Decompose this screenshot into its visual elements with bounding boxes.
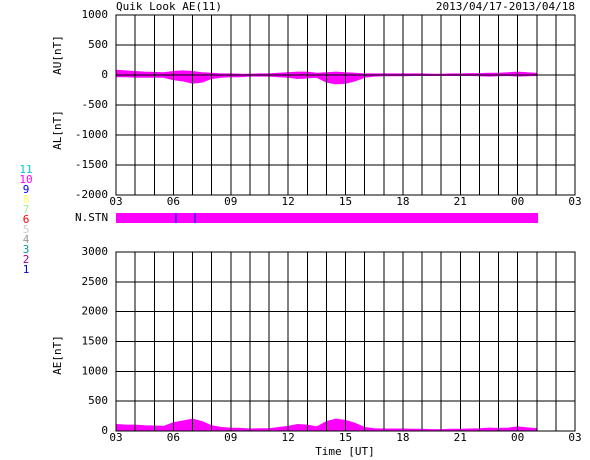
legend-entry: 6 xyxy=(23,213,30,226)
y-tick-label: 1000 xyxy=(82,364,109,377)
x-tick-label: 00 xyxy=(511,431,524,444)
y-tick-label: -1000 xyxy=(75,128,108,141)
y-tick-label: 1500 xyxy=(82,335,109,348)
y-tick-label: 500 xyxy=(88,394,108,407)
y-tick-label: -1500 xyxy=(75,158,108,171)
x-tick-label: 03 xyxy=(109,195,122,208)
x-tick-label: 12 xyxy=(282,431,295,444)
x-tick-label: 21 xyxy=(454,431,467,444)
y-axis-title: AE[nT] xyxy=(51,335,64,375)
chart-subtitle: 2013/04/17-2013/04/18 xyxy=(436,0,575,13)
y-tick-label: 500 xyxy=(88,38,108,51)
x-tick-label: 18 xyxy=(396,195,409,208)
y-tick-label: 1000 xyxy=(82,8,109,21)
y-axis-title: AL[nT] xyxy=(51,110,64,150)
station-count-bar xyxy=(116,213,176,223)
x-tick-label: 09 xyxy=(224,195,237,208)
station-count-bar xyxy=(175,213,177,223)
x-tick-label: 06 xyxy=(167,195,180,208)
legend-entry: 11 xyxy=(19,163,32,176)
x-tick-label: 00 xyxy=(511,195,524,208)
legend-entry: 9 xyxy=(23,183,30,196)
nstn-label: N.STN xyxy=(75,211,108,224)
station-count-bar xyxy=(194,213,196,223)
x-tick-label: 06 xyxy=(167,431,180,444)
legend-entry: 1 xyxy=(23,263,30,276)
x-tick-label: 03 xyxy=(568,195,581,208)
legend-entry: 8 xyxy=(23,193,30,206)
x-tick-label: 03 xyxy=(109,431,122,444)
x-tick-label: 15 xyxy=(339,431,352,444)
legend-entry: 7 xyxy=(23,203,30,216)
y-tick-label: 3000 xyxy=(82,245,109,258)
y-axis-title: AU[nT] xyxy=(51,35,64,75)
plot-frame xyxy=(115,14,576,196)
y-tick-label: 2000 xyxy=(82,305,109,318)
station-count-bar xyxy=(195,213,539,223)
x-tick-label: 18 xyxy=(396,431,409,444)
x-tick-label: 03 xyxy=(568,431,581,444)
legend-entry: 3 xyxy=(23,243,30,256)
x-tick-label: 21 xyxy=(454,195,467,208)
y-tick-label: 0 xyxy=(101,424,108,437)
legend-entry: 2 xyxy=(23,253,30,266)
legend-entry: 10 xyxy=(19,173,32,186)
y-tick-label: 0 xyxy=(101,68,108,81)
y-tick-label: -2000 xyxy=(75,188,108,201)
x-tick-label: 09 xyxy=(224,431,237,444)
legend-entry: 5 xyxy=(23,223,30,236)
x-tick-label: 12 xyxy=(282,195,295,208)
legend-entry: 4 xyxy=(23,233,30,246)
x-axis-title: Time [UT] xyxy=(315,445,375,458)
station-count-bar xyxy=(176,213,195,223)
chart-title: Quik Look AE(11) xyxy=(116,0,222,13)
y-tick-label: -500 xyxy=(82,98,109,111)
x-tick-label: 15 xyxy=(339,195,352,208)
plot-frame xyxy=(115,251,576,432)
y-tick-label: 2500 xyxy=(82,275,109,288)
